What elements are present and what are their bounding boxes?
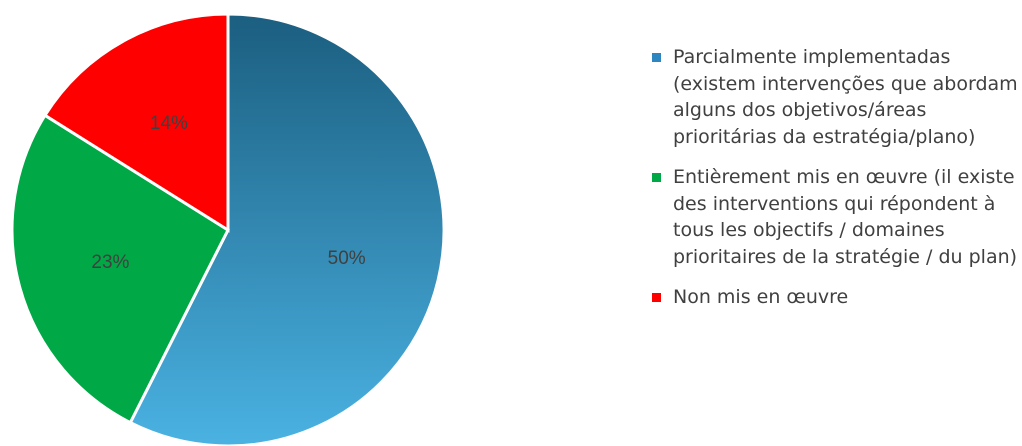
legend-marker-red — [652, 293, 661, 302]
legend-item-non-mis-en-oeuvre: Non mis en œuvre — [652, 284, 1018, 311]
legend-marker-blue — [652, 53, 661, 62]
legend-label: Entièrement mis en œuvre (il existe des … — [673, 166, 1018, 268]
pie-chart: 50% 23% 14% — [10, 12, 446, 446]
legend-label: Parcialmente implementadas (existem inte… — [673, 46, 1018, 148]
legend-item-parcialmente-implementadas: Parcialmente implementadas (existem inte… — [652, 44, 1018, 150]
legend-marker-green — [652, 173, 661, 182]
pie-data-label-1: 50% — [328, 248, 366, 269]
legend-label: Non mis en œuvre — [673, 286, 849, 308]
chart-legend: Parcialmente implementadas (existem inte… — [652, 44, 1018, 311]
pie-data-label-3: 14% — [150, 113, 188, 134]
pie-slice-3 — [42, 12, 230, 233]
pie-data-label-2: 23% — [91, 252, 129, 273]
legend-item-entierement-mis-en-oeuvre: Entièrement mis en œuvre (il existe des … — [652, 164, 1018, 270]
pie-slice-2 — [10, 113, 230, 425]
